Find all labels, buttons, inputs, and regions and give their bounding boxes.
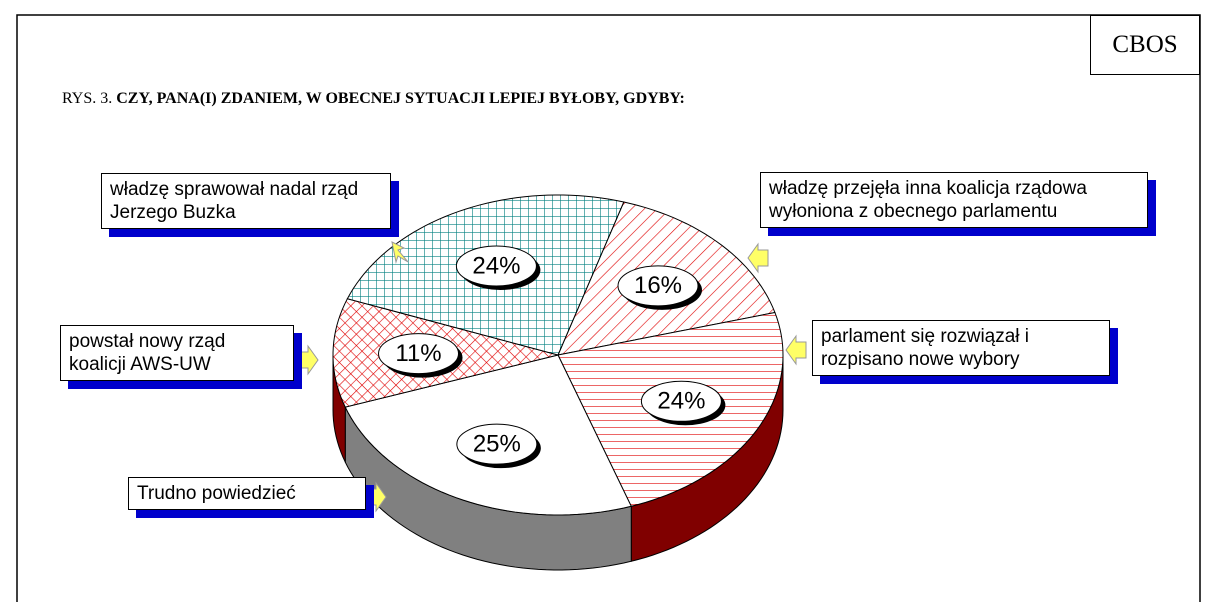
callout: Trudno powiedzieć <box>128 477 366 510</box>
callout: parlament się rozwiązał i rozpisano nowe… <box>812 320 1110 376</box>
frame <box>16 14 1201 602</box>
value-label: 16% <box>634 272 682 299</box>
label-oval <box>640 380 722 422</box>
value-label: 24% <box>472 252 520 279</box>
label-oval <box>455 245 537 287</box>
label-oval <box>617 265 699 307</box>
value-label: 11% <box>395 340 441 367</box>
title-prefix: RYS. 3. <box>62 90 113 107</box>
value-label: 24% <box>657 388 705 415</box>
title-text: CZY, PANA(I) ZDANIEM, W OBECNEJ SYTUACJI… <box>116 90 685 107</box>
label-oval <box>378 333 460 375</box>
callout: powstał nowy rząd koalicji AWS-UW <box>60 325 294 381</box>
callout: władzę sprawował nadal rząd Jerzego Buzk… <box>101 173 391 229</box>
callout: władzę przejęła inna koalicja rządowa wy… <box>760 172 1148 228</box>
arrows <box>297 241 807 513</box>
label-oval <box>456 423 538 465</box>
pie: 16% 24% 25% 11% 24% <box>332 194 784 571</box>
logo: CBOS <box>1090 15 1200 75</box>
chart-title: RYS. 3. CZY, PANA(I) ZDANIEM, W OBECNEJ … <box>62 90 685 108</box>
value-label: 25% <box>473 431 521 458</box>
